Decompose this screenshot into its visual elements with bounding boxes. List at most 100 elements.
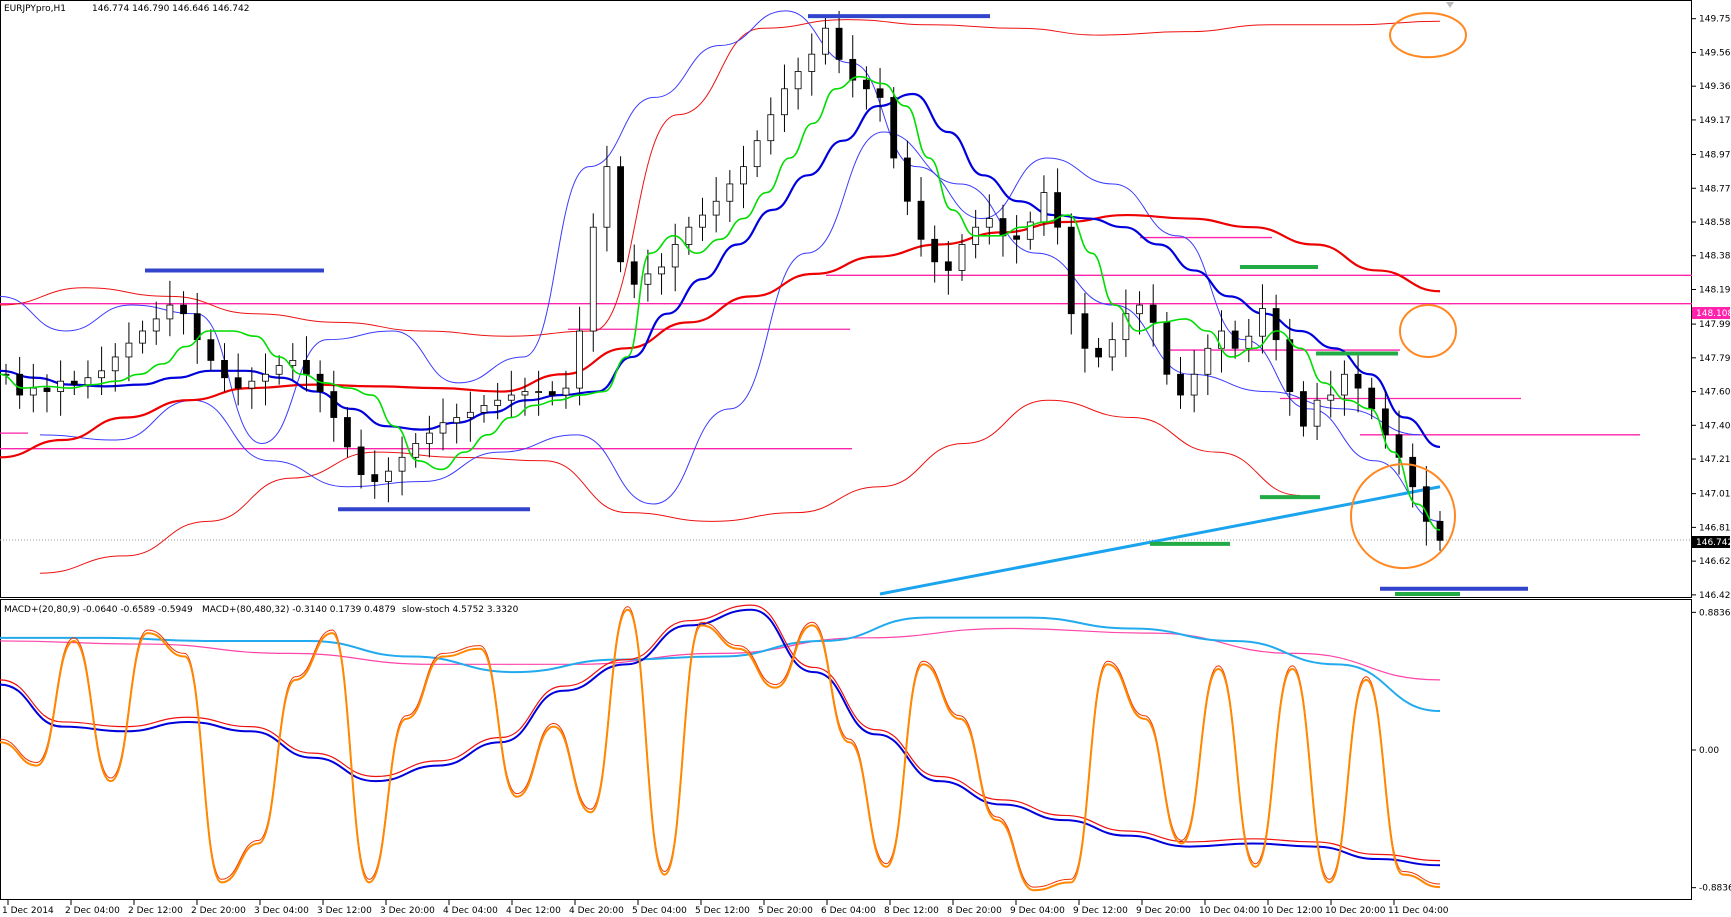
bull-candle-body [685, 226, 693, 245]
bear-candle-body [931, 238, 939, 263]
time-tick-label: 10 Dec 20:00 [1325, 906, 1386, 916]
bull-candle-body [1026, 221, 1034, 240]
ema-slow-line [0, 92, 1441, 449]
bear-candle-body [43, 387, 51, 392]
bull-candle-body [822, 27, 829, 55]
bull-candle-body [98, 370, 105, 379]
time-tick-label: 2 Dec 12:00 [128, 906, 183, 916]
indicator-panel-frame [0, 599, 1692, 900]
chart-shift-marker[interactable] [1446, 2, 1454, 8]
bear-candle-body [1422, 486, 1430, 522]
bear-candle-body [1013, 235, 1021, 240]
annotation-circle [1399, 304, 1457, 359]
bear-candle-body [371, 474, 379, 482]
price-tick-label: 147.405 [1699, 421, 1731, 431]
main-plot [0, 10, 1692, 596]
time-axis: 1 Dec 2014 2 Dec 04:00 2 Dec 12:00 2 Dec 20… [2, 900, 1449, 916]
time-tick-label: 5 Dec 12:00 [695, 906, 750, 916]
bull-candle-body [1341, 373, 1348, 396]
annotation-circle [1389, 12, 1467, 59]
indicator-tick-label: 0.8836 [1699, 608, 1731, 618]
bull-candle-body [166, 304, 174, 320]
bear-candle-body [1272, 308, 1280, 341]
bear-candle-body [903, 157, 911, 202]
ema-fast-line [0, 75, 1441, 531]
cyan-trendline [879, 485, 1441, 596]
bull-candle-body [644, 273, 652, 285]
symbol-title: EURJPYpro,H1 [4, 4, 66, 14]
bear-candle-body [617, 166, 624, 263]
indicator-plot [0, 604, 1441, 892]
bull-candle-body [425, 432, 433, 444]
time-tick-label: 10 Dec 12:00 [1262, 906, 1323, 916]
bear-candle-body [890, 97, 898, 159]
macd2-readout: MACD+(80,480,32) -0.3140 0.1739 0.4879 [202, 605, 396, 615]
bear-candle-body [70, 380, 78, 386]
bear-candle-body [999, 218, 1007, 237]
bear-candle-body [207, 339, 215, 361]
price-tick-label: 149.365 [1699, 82, 1731, 92]
price-tick-label: 148.970 [1699, 151, 1731, 161]
time-tick-label: 10 Dec 04:00 [1199, 906, 1260, 916]
time-tick-label: 1 Dec 2014 [2, 906, 54, 916]
bull-candle-body [781, 88, 788, 116]
macd1-main-line [0, 608, 1441, 867]
bull-candle-body [466, 411, 474, 418]
bear-candle-body [1409, 456, 1417, 488]
bull-candle-body [985, 218, 993, 228]
time-tick-label: 3 Dec 20:00 [380, 906, 435, 916]
bear-candle-body [1286, 339, 1294, 392]
bull-candle-body [753, 140, 761, 168]
bear-candle-body [1095, 347, 1102, 358]
bull-candle-body [139, 330, 146, 344]
bear-candle-body [1300, 391, 1307, 427]
bull-candle-body [152, 318, 160, 332]
bear-candle-body [330, 391, 338, 418]
time-tick-label: 9 Dec 04:00 [1010, 906, 1065, 916]
bull-candle-body [1204, 347, 1212, 375]
bear-candle-body [835, 27, 843, 60]
bear-candle-body [1231, 330, 1239, 349]
last-price-label: 146.742 [1696, 538, 1731, 548]
bollinger-upper-line [0, 10, 1441, 522]
bull-candle-body [603, 166, 611, 228]
price-tick-label: 147.210 [1699, 455, 1731, 465]
price-tick-label: 148.385 [1699, 252, 1731, 262]
bull-candle-body [384, 470, 392, 482]
bear-candle-body [303, 360, 310, 375]
bear-candle-body [876, 88, 884, 98]
bull-candle-body [1245, 335, 1253, 349]
time-tick-label: 4 Dec 04:00 [443, 906, 498, 916]
bull-candle-body [29, 387, 37, 396]
time-tick-label: 11 Dec 04:00 [1388, 906, 1449, 916]
bull-candle-body [439, 422, 447, 434]
macd1-signal-line [0, 604, 1441, 862]
bear-candle-body [548, 391, 556, 396]
bull-candle-body [125, 342, 133, 358]
bear-candle-body [344, 417, 351, 448]
price-tick-label: 149.170 [1699, 116, 1731, 126]
price-tick-label: 146.425 [1699, 591, 1731, 601]
bull-candle-body [84, 377, 92, 386]
bull-candle-body [453, 417, 461, 424]
bull-candle-body [726, 183, 734, 202]
bull-candle-body [535, 391, 543, 393]
time-tick-label: 5 Dec 04:00 [632, 906, 687, 916]
bull-candle-body [57, 380, 65, 392]
envelope-upper-line [0, 19, 1441, 337]
time-tick-label: 3 Dec 04:00 [254, 906, 309, 916]
bull-candle-body [671, 244, 679, 268]
bear-candle-body [1081, 313, 1089, 349]
envelope-lower-line [39, 399, 1301, 574]
price-tick-label: 147.600 [1699, 388, 1731, 398]
bull-candle-body [480, 405, 488, 413]
price-tick-label: 146.620 [1699, 557, 1731, 567]
bull-candle-body [658, 266, 665, 275]
bear-candle-body [1163, 321, 1171, 375]
time-tick-label: 8 Dec 20:00 [947, 906, 1002, 916]
time-tick-label: 9 Dec 12:00 [1073, 906, 1128, 916]
bull-candle-body [712, 200, 720, 216]
bull-candle-body [1108, 339, 1116, 358]
bull-candle-body [248, 380, 256, 389]
bull-candle-body [1190, 373, 1198, 396]
